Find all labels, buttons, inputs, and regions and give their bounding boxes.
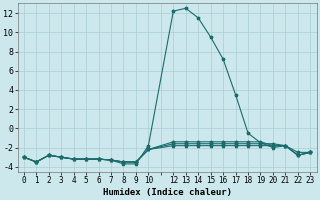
X-axis label: Humidex (Indice chaleur): Humidex (Indice chaleur) (103, 188, 232, 197)
